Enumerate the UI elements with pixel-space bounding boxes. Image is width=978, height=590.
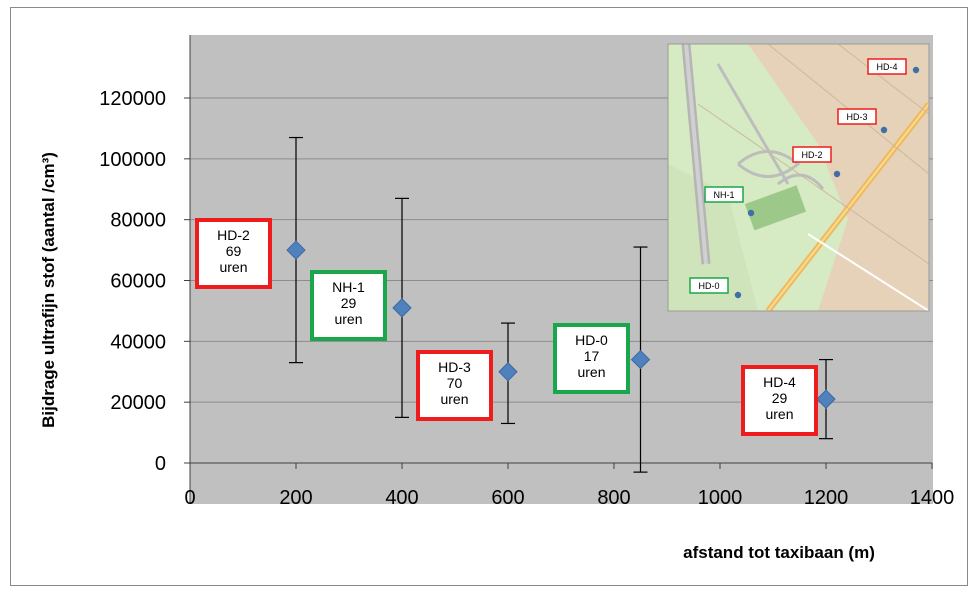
- annotation-box: [741, 365, 818, 436]
- data-point: [816, 389, 836, 409]
- map-loop: [777, 173, 825, 190]
- x-tick-label: 1000: [698, 487, 743, 509]
- data-point: [392, 298, 412, 318]
- annotation-box: [416, 350, 493, 421]
- tick-labels: 0 200 400 600 800 1000 1200 1400 0 20000 40000 6000…: [99, 88, 954, 509]
- annotations: HD-269urenNH-129urenHD-370urenHD-017uren…: [195, 218, 818, 436]
- map-label-box: [867, 58, 907, 75]
- annotation-box: [553, 323, 630, 394]
- annotation-text: 17: [584, 348, 600, 364]
- x-tick-label: 400: [385, 487, 418, 509]
- y-tick-label: 20000: [110, 392, 166, 414]
- y-tick-label: 60000: [110, 271, 166, 293]
- map-parcel-line: [697, 103, 929, 265]
- annotation-text: uren: [440, 391, 468, 407]
- map-road: [807, 233, 929, 311]
- map-label-box: [689, 277, 729, 294]
- map-taxiway: [716, 63, 790, 185]
- x-tick-label: 1400: [910, 487, 955, 509]
- y-tick-label: 0: [155, 453, 166, 475]
- annotation-text: uren: [219, 259, 247, 275]
- map-label-box: [837, 108, 877, 125]
- map-label-text: HD-2: [801, 150, 822, 160]
- data-markers: [286, 240, 836, 409]
- map-graphics: [668, 44, 929, 311]
- annotation-text: 69: [226, 243, 242, 259]
- map-field: [744, 185, 807, 231]
- map-location-dot: [912, 66, 920, 74]
- axes: [184, 35, 933, 504]
- y-axis-title: Bijdrage ultrafijn stof (aantal /cm³): [39, 152, 58, 428]
- y-tick-label: 100000: [99, 149, 166, 171]
- map-location-dot: [833, 170, 841, 178]
- x-tick-label: 1200: [804, 487, 849, 509]
- annotation-text: 29: [341, 295, 357, 311]
- annotation-text: 29: [772, 390, 788, 406]
- map-label-box: [792, 146, 832, 163]
- map-loop: [737, 150, 801, 178]
- annotation-text: HD-4: [763, 374, 796, 390]
- annotation-text: HD-3: [438, 359, 471, 375]
- annotation-text: uren: [577, 364, 605, 380]
- map-green-area: [668, 164, 758, 311]
- data-point: [630, 349, 651, 370]
- y-tick-label: 40000: [110, 331, 166, 353]
- x-tick-label: 200: [279, 487, 312, 509]
- map-location-dot: [734, 291, 742, 299]
- map-location-dot: [880, 126, 888, 134]
- map-border: [667, 43, 930, 312]
- annotation-text: HD-0: [575, 332, 608, 348]
- map-label-text: HD-4: [876, 62, 897, 72]
- map-parcel-line: [837, 44, 929, 115]
- map-runway: [684, 44, 708, 265]
- data-point: [498, 362, 518, 382]
- y-tick-label: 120000: [99, 88, 166, 110]
- x-axis-title: afstand tot taxibaan (m): [683, 543, 875, 562]
- map-label-text: HD-3: [846, 112, 867, 122]
- x-tick-label: 800: [597, 487, 630, 509]
- y-tick-label: 80000: [110, 210, 166, 232]
- annotation-box: [195, 218, 272, 289]
- annotation-box: [310, 270, 387, 341]
- inset-map: HD-4 HD-3 HD-2 NH-1 HD-0: [667, 43, 930, 312]
- annotation-text: NH-1: [332, 279, 365, 295]
- annotation-text: 70: [447, 375, 463, 391]
- map-label-text: HD-0: [698, 281, 719, 291]
- map-highway: [767, 103, 929, 311]
- map-label-text: NH-1: [713, 190, 734, 200]
- data-point: [286, 240, 306, 260]
- map-label-box: [704, 186, 744, 203]
- map-location-dot: [747, 209, 755, 217]
- annotation-text: uren: [334, 311, 362, 327]
- x-tick-label: 0: [184, 487, 195, 509]
- annotation-text: uren: [765, 406, 793, 422]
- annotation-text: HD-2: [217, 227, 250, 243]
- x-tick-label: 600: [491, 487, 524, 509]
